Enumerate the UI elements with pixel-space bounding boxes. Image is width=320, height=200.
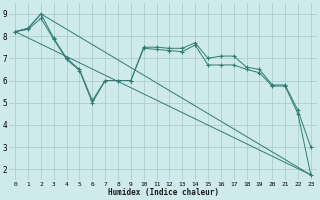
X-axis label: Humidex (Indice chaleur): Humidex (Indice chaleur) bbox=[108, 188, 219, 197]
